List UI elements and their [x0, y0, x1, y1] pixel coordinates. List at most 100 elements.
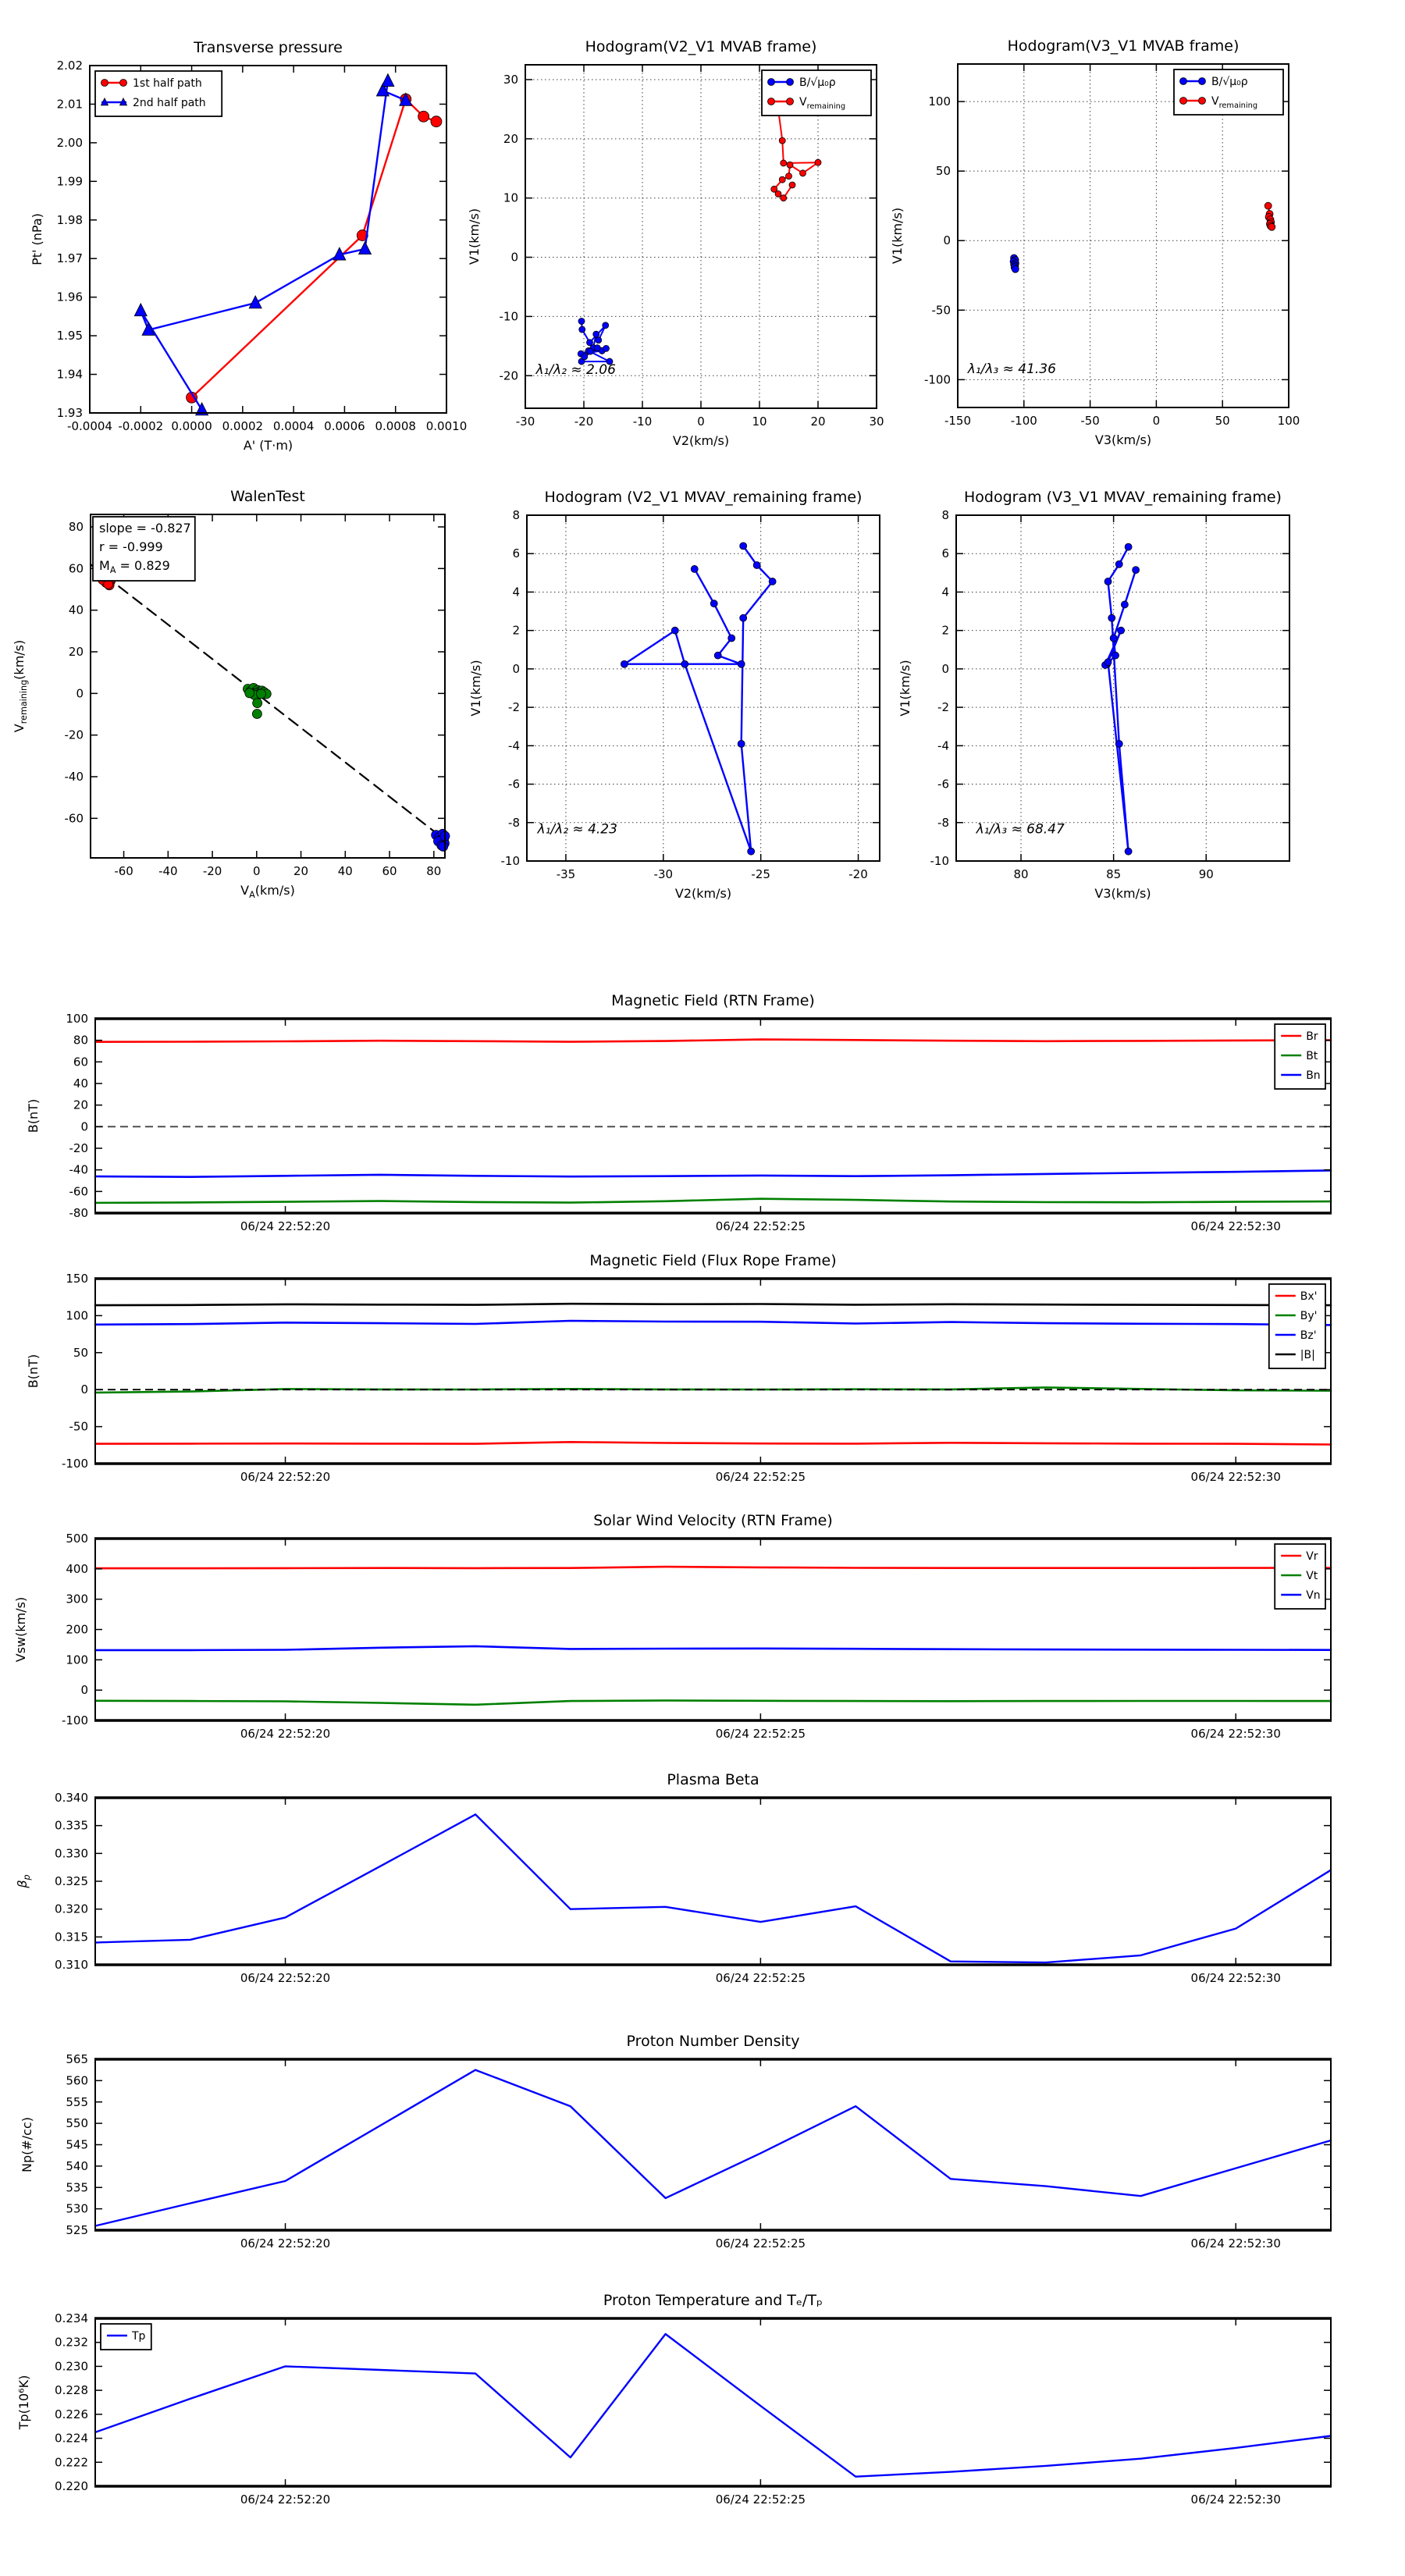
series-Vn	[94, 1645, 1332, 1652]
svg-text:-4: -4	[508, 738, 520, 753]
chart-title-solar-wind-velocity: Solar Wind Velocity (RTN Frame)	[593, 1512, 833, 1529]
svg-text:0.226: 0.226	[55, 2407, 88, 2421]
svg-text:80: 80	[1013, 867, 1028, 881]
legend: Bx' By' Bz' |B|	[1268, 1283, 1326, 1369]
svg-text:20: 20	[69, 645, 84, 659]
svg-text:-50: -50	[1080, 414, 1100, 428]
chart-title-magnetic-field-flux-rope: Magnetic Field (Flux Rope Frame)	[589, 1252, 837, 1269]
svg-text:0.228: 0.228	[55, 2383, 88, 2397]
svg-text:2.00: 2.00	[57, 136, 83, 150]
svg-text:0: 0	[80, 1683, 88, 1697]
svg-text:85: 85	[1106, 867, 1121, 881]
series-Bx'	[94, 1441, 1332, 1446]
svg-text:-0.0004: -0.0004	[67, 419, 112, 433]
svg-text:80: 80	[73, 1034, 88, 1048]
svg-text:-8: -8	[937, 816, 949, 830]
svg-text:Bz': Bz'	[1300, 1329, 1317, 1342]
svg-text:B(nT): B(nT)	[26, 1099, 41, 1133]
svg-text:60: 60	[382, 864, 397, 878]
svg-text:100: 100	[1278, 414, 1300, 428]
series-B/√μ₀ρ	[577, 318, 614, 365]
svg-text:100: 100	[66, 1012, 88, 1026]
series-beta_p	[94, 1813, 1332, 1964]
svg-text:Np(#/cc): Np(#/cc)	[20, 2117, 34, 2172]
svg-text:Tp(10⁶K): Tp(10⁶K)	[16, 2375, 31, 2431]
svg-text:2: 2	[512, 624, 520, 638]
svg-text:-25: -25	[751, 867, 770, 881]
svg-text:60: 60	[69, 561, 84, 575]
svg-text:V1(km/s): V1(km/s)	[890, 208, 905, 264]
svg-text:-8: -8	[508, 816, 520, 830]
svg-text:V2(km/s): V2(km/s)	[673, 433, 729, 448]
svg-text:1.98: 1.98	[57, 213, 83, 227]
svg-text:100: 100	[66, 1308, 88, 1322]
svg-text:Bt: Bt	[1306, 1050, 1318, 1062]
svg-text:40: 40	[73, 1076, 88, 1091]
svg-text:30: 30	[503, 73, 518, 87]
svg-text:0.0010: 0.0010	[426, 419, 468, 433]
svg-text:1.97: 1.97	[57, 251, 83, 265]
svg-text:0.224: 0.224	[55, 2432, 88, 2446]
svg-text:0.230: 0.230	[55, 2359, 88, 2373]
svg-text:1st half path: 1st half path	[133, 77, 202, 90]
svg-text:0: 0	[76, 686, 84, 700]
svg-text:0: 0	[697, 415, 705, 429]
svg-text:r = -0.999: r = -0.999	[99, 539, 163, 554]
svg-text:80: 80	[69, 520, 84, 534]
svg-text:06/24 22:52:30: 06/24 22:52:30	[1191, 1470, 1281, 1484]
series-Bn	[94, 1169, 1332, 1178]
svg-text:βp: βp	[15, 1874, 32, 1888]
svg-text:06/24 22:52:20: 06/24 22:52:20	[240, 2236, 330, 2250]
svg-text:10: 10	[503, 191, 518, 205]
svg-text:06/24 22:52:25: 06/24 22:52:25	[716, 1470, 806, 1484]
svg-text:2.01: 2.01	[57, 97, 83, 111]
series-V_remaining	[1264, 201, 1276, 231]
series-2nd half path	[133, 73, 413, 416]
svg-text:-2: -2	[937, 700, 949, 714]
svg-text:0: 0	[512, 662, 520, 676]
svg-text:2.02: 2.02	[57, 59, 83, 73]
chart-title-walen-test: WalenTest	[230, 488, 305, 505]
svg-text:0: 0	[510, 251, 518, 265]
chart-title-proton-temperature: Proton Temperature and Tₑ/Tₚ	[603, 2292, 823, 2309]
svg-text:80: 80	[426, 864, 441, 878]
svg-text:555: 555	[66, 2095, 88, 2109]
svg-text:-2: -2	[508, 700, 520, 714]
svg-text:1.93: 1.93	[57, 406, 83, 420]
svg-text:60: 60	[73, 1055, 88, 1069]
svg-text:0.315: 0.315	[55, 1930, 88, 1944]
series-Np	[94, 2069, 1332, 2227]
svg-text:0: 0	[1153, 414, 1161, 428]
svg-text:06/24 22:52:30: 06/24 22:52:30	[1191, 2236, 1281, 2250]
chart-magnetic-field-rtn: 06/24 22:52:20 06/24 22:52:25 06/24 22:52:…	[26, 1012, 1332, 1233]
svg-text:Br: Br	[1306, 1030, 1318, 1043]
svg-text:540: 540	[66, 2159, 88, 2173]
svg-text:10: 10	[752, 415, 767, 429]
svg-text:-10: -10	[500, 309, 519, 323]
svg-text:06/24 22:52:25: 06/24 22:52:25	[716, 1727, 806, 1741]
svg-text:100: 100	[66, 1653, 88, 1667]
svg-text:535: 535	[66, 2180, 88, 2194]
svg-text:06/24 22:52:20: 06/24 22:52:20	[240, 1219, 330, 1233]
svg-text:0.0006: 0.0006	[324, 419, 365, 433]
chart-hodogram-v2v1-mvab: -30 -20 -10 0 10 20 30 -20 -10 0 10 20 30 V2(km/s) V1(…	[467, 64, 884, 448]
svg-text:-60: -60	[65, 811, 84, 825]
svg-text:λ₁/λ₃ ≈ 68.47: λ₁/λ₃ ≈ 68.47	[976, 822, 1065, 838]
svg-text:100: 100	[928, 94, 951, 109]
svg-text:50: 50	[73, 1346, 88, 1360]
series-|B|	[94, 1302, 1332, 1307]
svg-text:20: 20	[503, 132, 518, 146]
svg-text:Vremaining: Vremaining	[1211, 95, 1257, 110]
svg-text:-20: -20	[848, 867, 868, 881]
svg-text:-150: -150	[944, 414, 971, 428]
svg-text:1.96: 1.96	[57, 290, 83, 304]
chart-solar-wind-velocity-rtn: 06/24 22:52:20 06/24 22:52:25 06/24 22:52:…	[13, 1532, 1332, 1741]
chart-title-plasma-beta: Plasma Beta	[667, 1771, 759, 1788]
svg-text:50: 50	[1215, 414, 1230, 428]
svg-text:1.95: 1.95	[57, 329, 83, 343]
svg-text:560: 560	[66, 2073, 88, 2087]
svg-text:Vn: Vn	[1306, 1589, 1320, 1602]
svg-text:06/24 22:52:20: 06/24 22:52:20	[240, 1727, 330, 1741]
svg-text:V1(km/s): V1(km/s)	[468, 660, 483, 716]
